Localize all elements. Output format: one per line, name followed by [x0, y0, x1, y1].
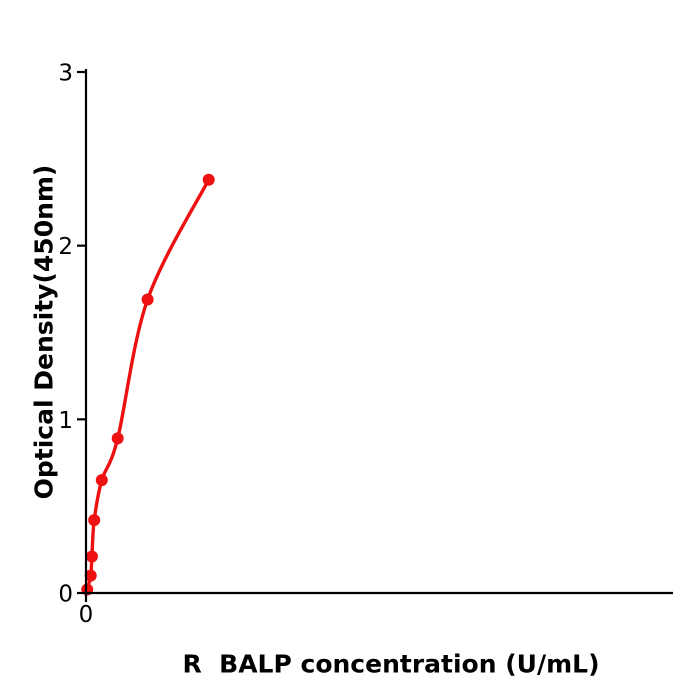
y-axis-label: Optical Density(450nm) [29, 164, 59, 500]
y-tick-label: 3 [58, 61, 73, 87]
fitted-curve [85, 178, 211, 592]
data-point [88, 514, 101, 527]
data-point [85, 550, 98, 563]
data-point [84, 569, 97, 582]
x-tick-label: 0 [79, 602, 94, 628]
y-tick-label: 2 [58, 234, 73, 260]
tick-labels: 0 1 2 3 0 [58, 61, 93, 629]
axes [84, 69, 673, 595]
data-point [95, 474, 108, 487]
data-point [111, 432, 124, 445]
data-point [202, 173, 215, 186]
axis-ticks [77, 70, 88, 602]
y-tick-label: 0 [58, 582, 73, 608]
x-axis-label: R BALP concentration (U/mL) [182, 649, 600, 679]
y-tick-label: 1 [58, 408, 73, 434]
data-point [141, 293, 154, 306]
data-series [81, 173, 215, 596]
